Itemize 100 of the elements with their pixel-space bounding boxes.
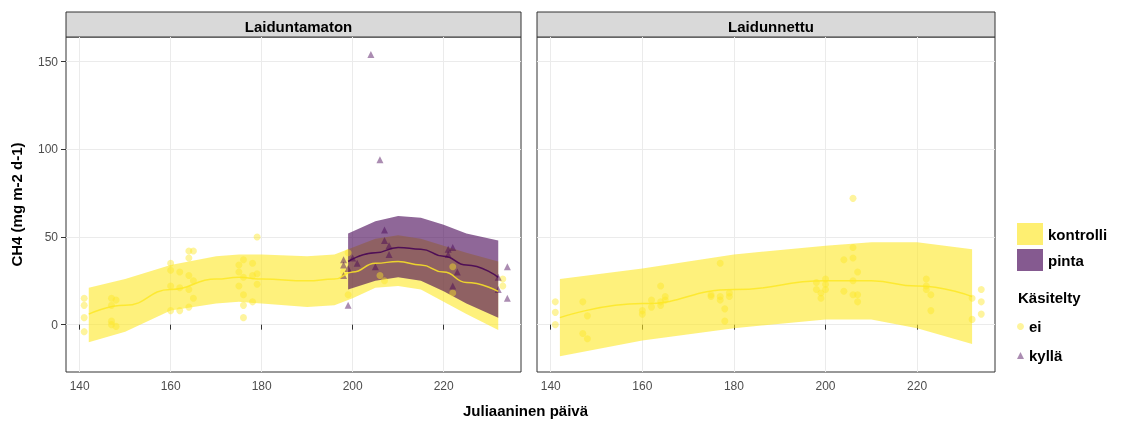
x-tick-label: 180 [251,379,272,393]
point [648,303,655,311]
point [189,247,197,255]
x-tick-label: 220 [907,379,928,393]
point [176,307,184,315]
point [977,310,985,318]
point [353,259,361,267]
legend-title: Käsitelty [1018,289,1082,306]
point [381,226,388,234]
point [239,256,247,264]
point [453,268,461,276]
point [376,156,384,164]
point [721,317,729,325]
legend-label: kyllä [1029,347,1064,364]
point [725,289,733,297]
point [854,298,862,306]
point [551,308,559,316]
y-tick-label: 100 [37,142,59,157]
point [977,298,985,306]
point [376,272,384,280]
point [721,305,729,313]
point [449,263,457,271]
point [371,263,379,271]
point [977,286,985,294]
legend-label: ei [1029,318,1042,335]
point [444,245,452,253]
x-tick-label: 200 [815,379,836,393]
point [344,301,352,309]
legend-label: kontrolli [1048,225,1108,243]
point [716,259,724,267]
point [167,259,175,267]
x-tick-label: 160 [632,379,653,393]
point [503,294,511,302]
point [239,301,247,309]
point [385,250,393,258]
point [80,294,88,302]
point [185,272,193,280]
point [449,289,457,297]
point [648,296,655,304]
x-tick-label: 160 [160,379,181,393]
point [968,315,976,323]
point [189,294,197,302]
point [249,298,257,306]
point [344,291,352,299]
point [344,265,352,273]
chart-title: Laidunnettu [728,18,814,35]
point [80,328,88,336]
x-tick-label: 140 [540,379,562,393]
point [579,298,587,306]
point [583,335,591,343]
point [968,294,976,302]
point [80,314,88,322]
point [381,277,388,285]
point [449,282,457,290]
point [253,270,261,278]
x-tick-label: 220 [433,379,454,393]
y-tick-label: 50 [44,229,59,244]
point [840,256,848,264]
point [449,243,457,251]
point [840,287,848,295]
point [499,282,507,290]
point [176,268,184,276]
point [340,261,348,269]
point [112,322,120,330]
point [817,294,825,302]
y-tick-label: 150 [37,54,59,69]
point [812,286,820,294]
point [367,51,375,59]
point [849,243,857,251]
point [927,307,935,315]
point [579,329,587,337]
point [494,273,502,281]
point [551,321,559,329]
point [822,286,830,294]
point [340,256,348,264]
y-tick-label: 0 [51,317,59,332]
chart-title: Laiduntamaton [244,18,353,35]
point [167,266,175,274]
point [583,312,591,320]
x-tick-label: 200 [342,379,363,393]
point [239,291,247,299]
point [167,307,175,315]
x-tick-label: 140 [69,379,90,393]
point [80,301,88,309]
point [167,282,175,290]
point [185,286,193,294]
point [344,249,352,257]
point [922,275,930,283]
point [239,314,247,322]
point [657,282,665,290]
point [249,259,257,267]
point [185,303,193,311]
point [189,277,197,285]
point [854,291,862,299]
point [927,291,935,299]
x-axis-title: Juliaaninen päivä [463,402,589,419]
point [381,236,388,244]
point [849,194,857,202]
point [854,268,862,276]
x-tick-label: 180 [723,379,745,393]
